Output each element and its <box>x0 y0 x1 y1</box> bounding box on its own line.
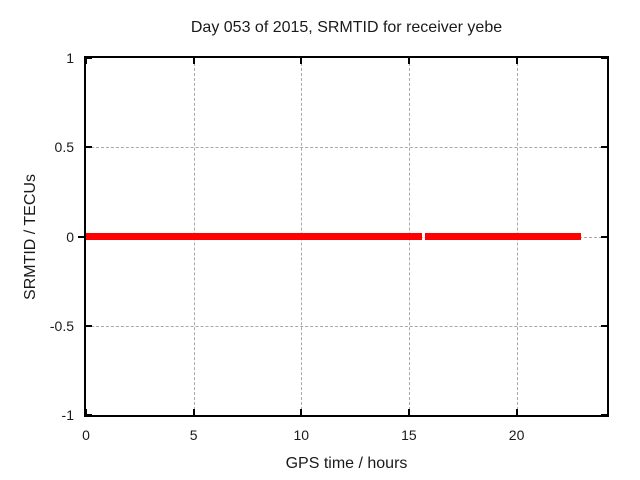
x-tick-mark-top <box>300 58 303 64</box>
y-tick-mark-right <box>601 57 607 59</box>
x-tick-mark-top <box>407 58 410 64</box>
y-gridline <box>86 325 607 327</box>
y-gridline <box>86 147 607 149</box>
y-tick-label: -0.5 <box>49 317 74 334</box>
x-tick-mark-top <box>515 58 518 64</box>
y-tick-mark-right <box>601 414 607 416</box>
y-tick-mark-left <box>86 324 92 327</box>
x-tick-label: 0 <box>82 427 90 443</box>
y-tick-label: -1 <box>61 407 74 423</box>
y-tick-label: 0.5 <box>54 139 74 156</box>
y-tick-mark-right <box>601 235 607 238</box>
x-tick-mark-top <box>85 58 87 64</box>
y-tick-mark-left <box>86 57 92 59</box>
x-tick-mark-bottom <box>192 409 195 415</box>
data-series-segment <box>425 233 582 240</box>
y-tick-label: 0 <box>66 228 74 245</box>
y-tick-mark-right <box>601 146 607 149</box>
plot-area: 0 5 10 15 20 -1 -0.5 0 0.5 1 <box>50 50 609 443</box>
x-tick-label: 10 <box>293 427 310 443</box>
x-tick-mark-bottom <box>407 409 410 415</box>
chart-title: Day 053 of 2015, SRMTID for receiver yeb… <box>190 19 503 36</box>
y-tick-mark-right <box>601 324 607 327</box>
x-tick-label: 20 <box>508 427 525 443</box>
x-tick-label: 5 <box>189 427 198 443</box>
y-tick-label: 1 <box>66 50 74 66</box>
x-tick-mark-bottom <box>515 409 518 415</box>
y-zero-outer-tick <box>78 235 84 238</box>
x-tick-label: 15 <box>401 427 417 443</box>
y-tick-mark-left <box>86 146 92 149</box>
x-tick-mark-bottom <box>300 409 303 415</box>
y-tick-mark-left <box>86 414 92 416</box>
x-axis-label: GPS time / hours <box>285 455 408 472</box>
data-series-segment <box>86 233 422 240</box>
x-tick-mark-bottom <box>85 409 87 415</box>
x-tick-mark-top <box>192 58 195 64</box>
